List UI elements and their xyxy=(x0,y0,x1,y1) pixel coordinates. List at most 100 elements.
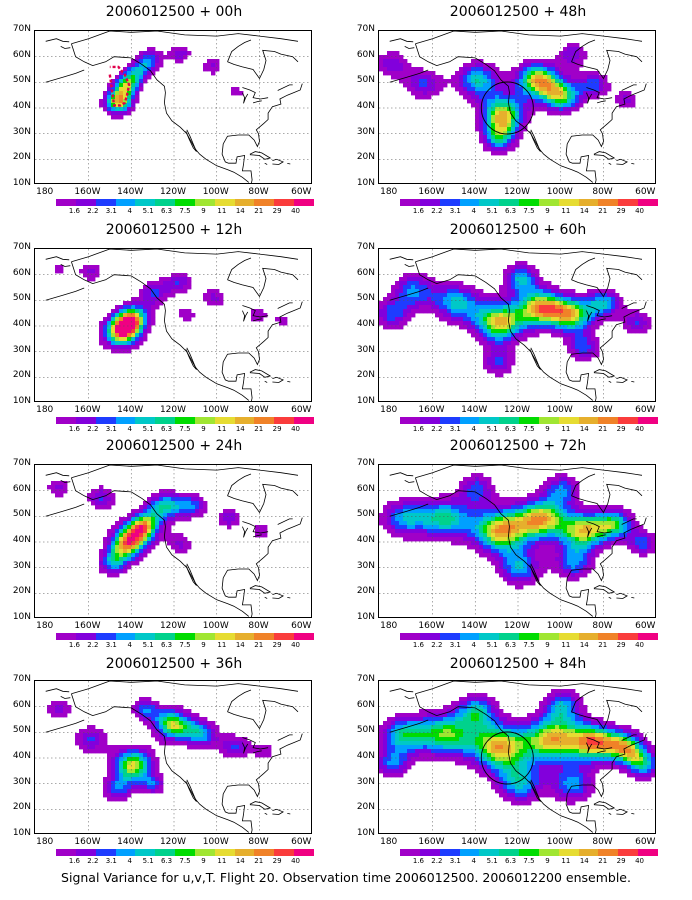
colorbar-tick-label: 2.2 xyxy=(87,207,99,215)
longitude-tick-label: 180 xyxy=(380,837,398,847)
latitude-tick-label: 50N xyxy=(12,75,31,86)
forecast-map xyxy=(378,30,656,184)
latitude-tick-label: 70N xyxy=(12,458,31,468)
latitude-tick-label: 60N xyxy=(356,49,375,60)
panel-title: 2006012500 + 24h xyxy=(105,438,243,454)
colorbar-swatch xyxy=(214,417,235,424)
latitude-tick-label: 60N xyxy=(356,267,375,278)
colorbar-swatch xyxy=(459,633,480,640)
colorbar-swatch xyxy=(175,417,195,424)
colorbar xyxy=(400,633,658,640)
panel-title: 2006012500 + 12h xyxy=(105,222,243,238)
colorbar-tick-label: 4 xyxy=(127,425,132,433)
colorbar-tick-label: 3.1 xyxy=(449,207,461,215)
colorbar-swatch xyxy=(254,633,275,640)
colorbar-tick-label: 14 xyxy=(579,207,589,215)
colorbar-tick-label: 7.5 xyxy=(523,857,535,865)
forecast-map xyxy=(34,680,312,834)
colorbar-tick-label: 11 xyxy=(217,857,227,865)
longitude-tick-label: 60W xyxy=(291,621,312,631)
colorbar-tick-label: 11 xyxy=(561,641,571,649)
colorbar-swatch xyxy=(578,199,599,206)
colorbar-tick-label: 5.1 xyxy=(486,857,498,865)
latitude-tick-label: 50N xyxy=(356,725,375,736)
colorbar-tick-label: 21 xyxy=(598,207,608,215)
coastlines xyxy=(389,249,647,401)
latitude-tick-label: 60N xyxy=(12,483,31,494)
colorbar-tick-label: 6.3 xyxy=(504,207,517,215)
gridlines xyxy=(35,249,311,401)
gridlines xyxy=(379,249,655,401)
colorbar-swatch xyxy=(598,417,619,424)
longitude-tick-label: 100W xyxy=(546,187,573,197)
panel-title: 2006012500 + 60h xyxy=(449,222,587,238)
longitude-tick-label: 80W xyxy=(248,405,269,415)
forecast-map xyxy=(378,464,656,618)
gridlines xyxy=(379,465,655,617)
gridlines xyxy=(35,465,311,617)
colorbar-tick-label: 9 xyxy=(201,207,206,215)
latitude-tick-label: 40N xyxy=(356,101,375,111)
colorbar-tick-label: 40 xyxy=(291,641,301,649)
latitude-tick-label: 70N xyxy=(356,24,375,34)
coastlines xyxy=(389,31,647,183)
colorbar-swatch xyxy=(538,849,559,856)
colorbar-tick-label: 21 xyxy=(598,641,608,649)
latitude-tick-label: 10N xyxy=(356,612,375,622)
latitude-tick-label: 20N xyxy=(12,802,31,813)
colorbar-tick-label: 7.5 xyxy=(179,425,191,433)
coastlines xyxy=(45,249,303,401)
latitude-tick-label: 20N xyxy=(356,802,375,813)
longitude-tick-label: 140W xyxy=(117,837,144,847)
colorbar-tick-label: 9 xyxy=(545,857,550,865)
latitude-tick-label: 10N xyxy=(12,178,31,188)
colorbar-swatch xyxy=(194,199,215,206)
colorbar-swatch xyxy=(294,199,314,206)
colorbar-swatch xyxy=(598,849,619,856)
map-canvas xyxy=(35,465,311,617)
colorbar-tick-label: 40 xyxy=(635,857,645,865)
colorbar-tick-label: 2.2 xyxy=(431,207,443,215)
colorbar-swatch xyxy=(95,417,116,424)
latitude-tick-label: 40N xyxy=(12,101,31,111)
colorbar-tick-label: 40 xyxy=(635,641,645,649)
colorbar-swatch xyxy=(115,633,136,640)
colorbar-swatch xyxy=(499,633,520,640)
colorbar-tick-label: 4 xyxy=(471,425,476,433)
longitude-tick-label: 120W xyxy=(503,405,531,415)
colorbar-swatch xyxy=(294,849,314,856)
latitude-tick-label: 70N xyxy=(12,242,31,252)
colorbar-tick-label: 7.5 xyxy=(179,857,191,865)
colorbar-tick-label: 9 xyxy=(545,207,550,215)
colorbar-swatch xyxy=(56,417,76,424)
latitude-tick-label: 10N xyxy=(12,828,31,838)
longitude-tick-label: 120W xyxy=(503,621,531,631)
colorbar-swatch xyxy=(234,633,255,640)
colorbar-tick-label: 11 xyxy=(561,207,571,215)
colorbar-swatch xyxy=(439,633,460,640)
colorbar-swatch xyxy=(618,199,639,206)
forecast-map xyxy=(378,248,656,402)
variance-field xyxy=(47,481,268,578)
verification-circle xyxy=(480,81,534,135)
colorbar-tick-label: 21 xyxy=(254,207,264,215)
colorbar-tick-label: 3.1 xyxy=(105,641,117,649)
colorbar-tick-label: 29 xyxy=(272,641,282,649)
colorbar-tick-label: 14 xyxy=(579,857,589,865)
longitude-tick-label: 60W xyxy=(635,837,656,847)
colorbar-swatch xyxy=(135,417,156,424)
colorbar-tick-label: 5.1 xyxy=(486,207,498,215)
colorbar-swatch xyxy=(578,417,599,424)
latitude-tick-label: 40N xyxy=(356,319,375,329)
colorbar-tick-label: 5.1 xyxy=(486,641,498,649)
latitude-tick-label: 70N xyxy=(12,674,31,684)
longitude-tick-label: 100W xyxy=(202,837,229,847)
longitude-tick-label: 140W xyxy=(461,837,488,847)
colorbar-tick-label: 1.6 xyxy=(68,207,80,215)
colorbar xyxy=(400,199,658,206)
longitude-tick-label: 60W xyxy=(291,187,312,197)
longitude-tick-label: 180 xyxy=(380,405,398,415)
colorbar-tick-label: 3.1 xyxy=(105,857,117,865)
colorbar-swatch xyxy=(95,633,116,640)
colorbar-swatch xyxy=(294,633,314,640)
